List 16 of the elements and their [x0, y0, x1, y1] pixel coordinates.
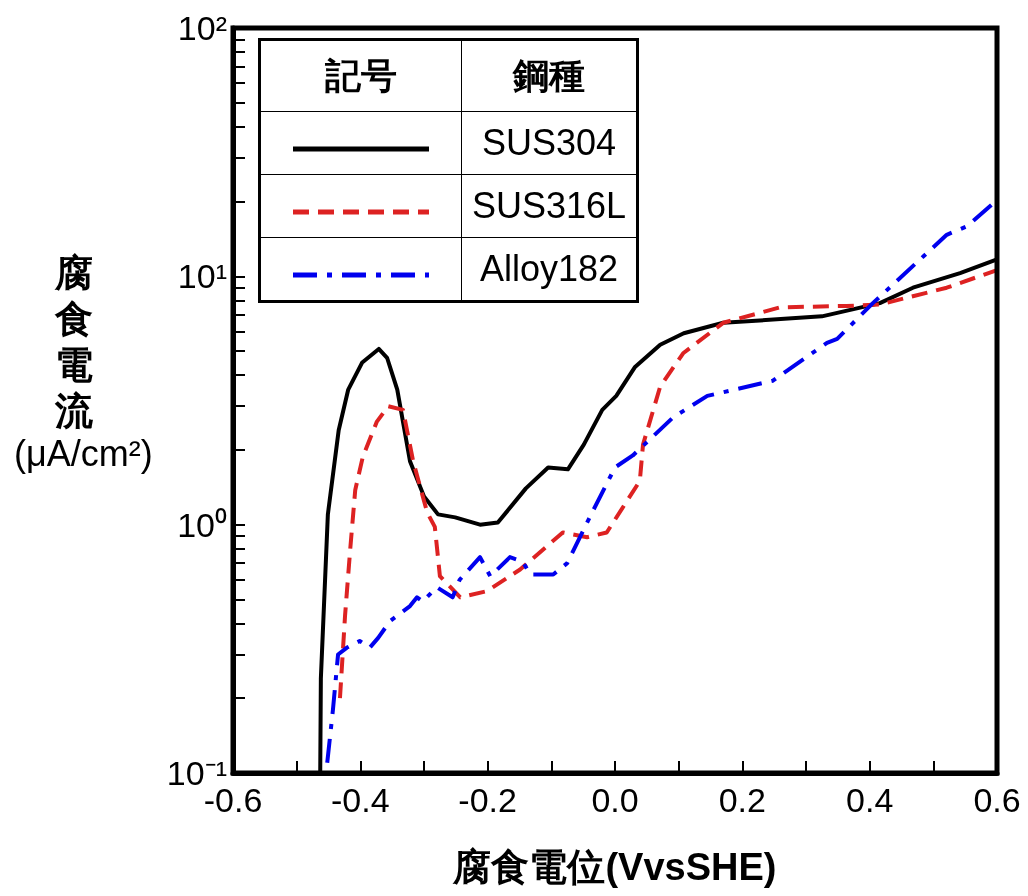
y-tick-label: 10²: [177, 9, 227, 47]
x-tick-label: -0.4: [331, 781, 390, 819]
x-tick-label: -0.2: [458, 781, 517, 819]
x-tick-label: 0.2: [718, 781, 766, 819]
x-tick-label: 0.4: [846, 781, 894, 819]
legend-label: SUS316L: [461, 174, 638, 238]
legend-label: SUS304: [461, 111, 638, 175]
legend-label: Alloy182: [461, 237, 638, 302]
annotation: 記号: [259, 39, 462, 112]
x-axis-title: 腐食電位(VvsSHE): [452, 845, 778, 890]
legend-title: 鋼種: [461, 39, 638, 112]
y-tick-label: 10⁰: [177, 505, 227, 544]
x-tick-label: 0.0: [591, 781, 639, 819]
y-axis-title: 腐食電流(μA/cm²): [14, 251, 153, 474]
x-tick-label: 0.6: [973, 781, 1021, 819]
y-tick-label: 10¹: [177, 257, 227, 296]
